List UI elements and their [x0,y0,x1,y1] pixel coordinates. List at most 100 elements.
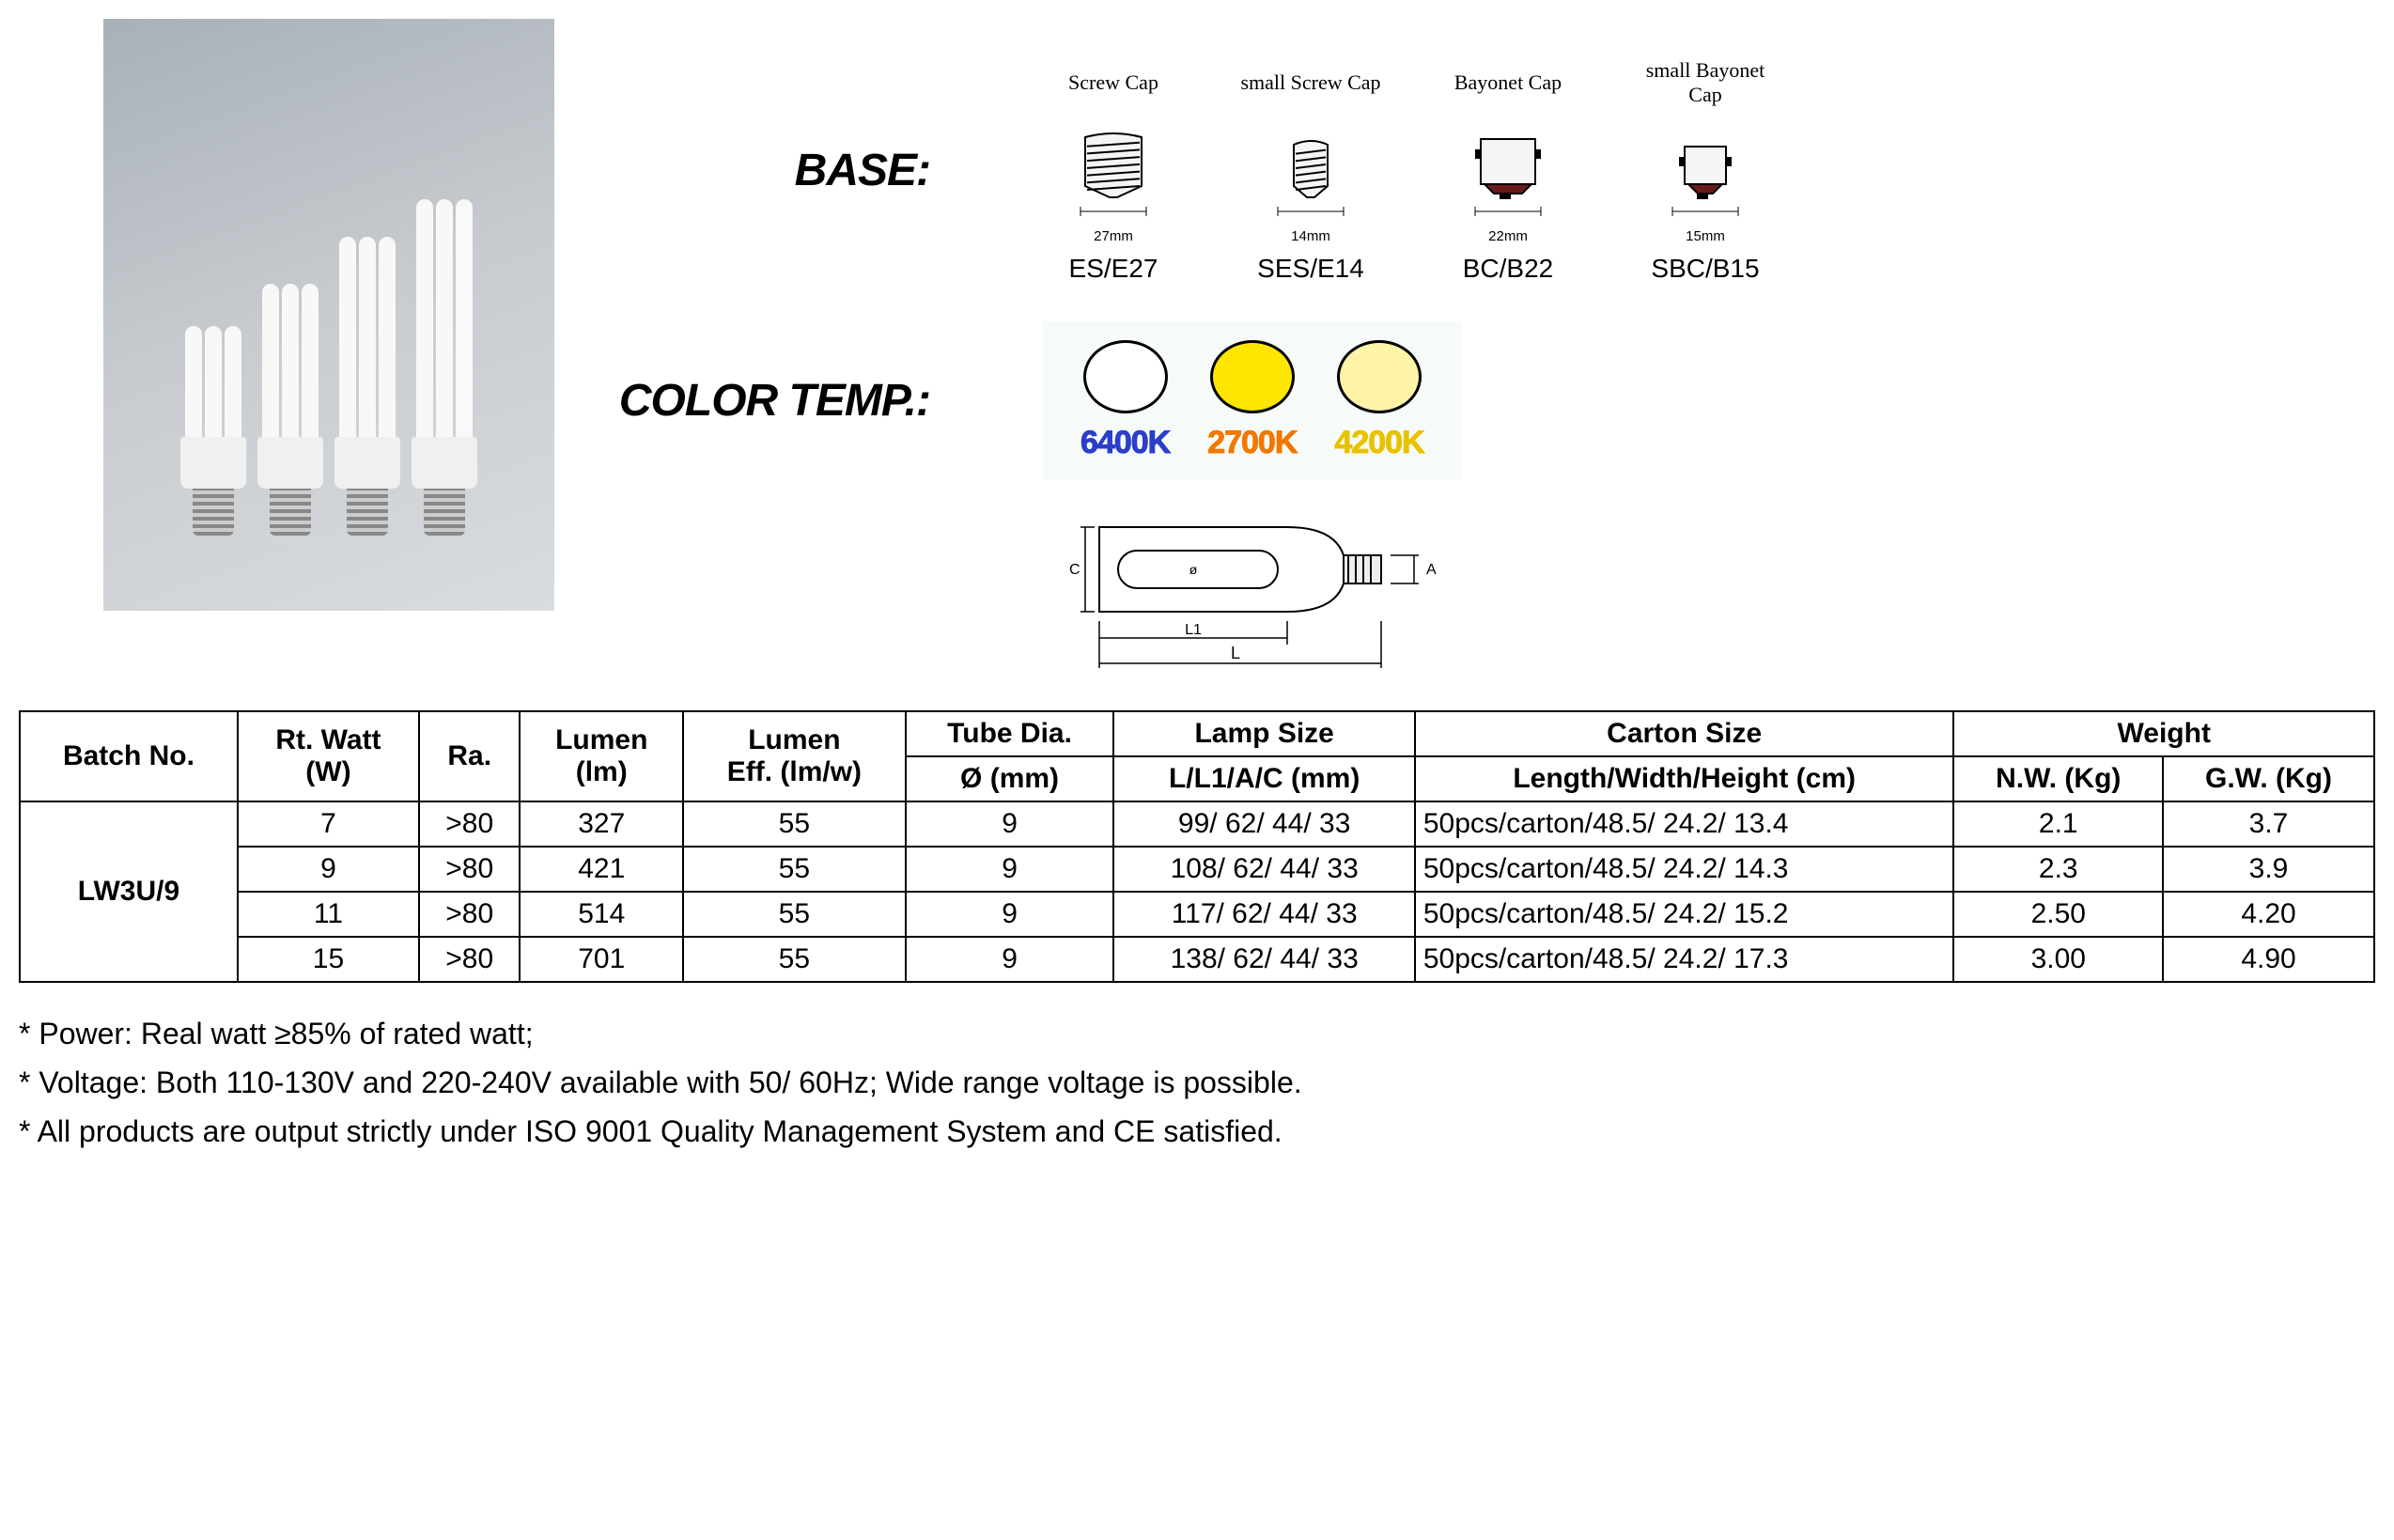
col-carton: Carton Size [1415,711,1954,756]
cell: 55 [683,847,906,892]
cell: 9 [906,847,1114,892]
col-watt: Rt. Watt(W) [238,711,419,801]
cell: 9 [906,937,1114,982]
dim-dia: ø [1189,562,1198,577]
cell: 50pcs/carton/48.5/ 24.2/ 14.3 [1415,847,1954,892]
notes: * Power: Real watt ≥85% of rated watt;* … [19,1011,2375,1154]
dim-a: A [1426,562,1437,578]
cell: >80 [419,892,520,937]
base-dim: 27mm [1094,228,1133,244]
cell: >80 [419,937,520,982]
cell: 3.00 [1953,937,2163,982]
note-line: * Voltage: Both 110-130V and 220-240V av… [19,1060,2375,1105]
colortemp-item: 4200K [1334,340,1423,461]
cell: 117/ 62/ 44/ 33 [1113,892,1414,937]
note-line: * Power: Real watt ≥85% of rated watt; [19,1011,2375,1056]
col-carton-sub: Length/Width/Height (cm) [1415,756,1954,801]
col-lampsize-sub: L/L1/A/C (mm) [1113,756,1414,801]
colortemp-value: 6400K [1080,425,1170,461]
base-cap-label: small Screw Cap [1240,56,1380,109]
note-line: * All products are output strictly under… [19,1109,2375,1154]
cell: 701 [520,937,683,982]
base-item: small Bayonet Cap 15mm SBC/B15 [1635,56,1776,284]
cell: 4.20 [2163,892,2374,937]
cell: 138/ 62/ 44/ 33 [1113,937,1414,982]
batch-cell: LW3U/9 [20,801,238,982]
cell: 2.1 [1953,801,2163,847]
cell: 9 [906,892,1114,937]
lamp-dimension-svg: L L1 A C ø [1062,518,1456,677]
base-item: Bayonet Cap 22mm BC/B22 [1438,56,1578,284]
base-code: SES/E14 [1257,254,1364,284]
product-photo [103,19,554,611]
cfl-bulb [412,199,477,536]
base-items: Screw Cap 27mm ES/E27 small Screw Cap 14mm… [1043,56,1776,284]
colortemp-label: COLOR TEMP.: [592,375,930,427]
table-row: 9>80421559108/ 62/ 44/ 3350pcs/carton/48… [20,847,2374,892]
cell: 11 [238,892,419,937]
cell: 514 [520,892,683,937]
cell: 3.9 [2163,847,2374,892]
dim-c: C [1069,562,1080,578]
cell: 55 [683,892,906,937]
cell: 50pcs/carton/48.5/ 24.2/ 13.4 [1415,801,1954,847]
base-item: Screw Cap 27mm ES/E27 [1043,56,1184,284]
cell: 9 [238,847,419,892]
dim-l1: L1 [1185,622,1202,638]
dimension-drawing: L L1 A C ø [1062,518,2375,682]
colortemp-items: 6400K 2700K 4200K [1043,321,1462,480]
screw-cap-icon [1083,115,1143,199]
table-row: 11>80514559117/ 62/ 44/ 3350pcs/carton/4… [20,892,2374,937]
colortemp-swatch-icon [1083,340,1168,413]
base-item: small Screw Cap 14mm SES/E14 [1240,56,1381,284]
cell: >80 [419,847,520,892]
cell: 9 [906,801,1114,847]
col-weight: Weight [1953,711,2374,756]
base-cap-label: small Bayonet Cap [1635,56,1776,109]
base-dim: 15mm [1686,228,1725,244]
base-cap-label: Bayonet Cap [1454,56,1562,109]
cell: 50pcs/carton/48.5/ 24.2/ 17.3 [1415,937,1954,982]
bayonet-cap-icon [1475,115,1541,199]
base-dim: 14mm [1291,228,1330,244]
col-lampsize: Lamp Size [1113,711,1414,756]
cell: 4.90 [2163,937,2374,982]
cell: 2.50 [1953,892,2163,937]
col-tubedia-sub: Ø (mm) [906,756,1114,801]
right-info: BASE: Screw Cap 27mm ES/E27 small Screw Ca… [592,19,2375,682]
col-batch: Batch No. [20,711,238,801]
col-tubedia: Tube Dia. [906,711,1114,756]
cell: 3.7 [2163,801,2374,847]
base-code: BC/B22 [1463,254,1554,284]
cell: 50pcs/carton/48.5/ 24.2/ 15.2 [1415,892,1954,937]
base-code: ES/E27 [1069,254,1158,284]
col-lumen: Lumen(lm) [520,711,683,801]
dim-l: L [1231,644,1240,662]
screw-cap-icon [1292,115,1329,199]
colortemp-value: 2700K [1207,425,1297,461]
cell: 99/ 62/ 44/ 33 [1113,801,1414,847]
col-lumeneff: Lumen Eff. (lm/w) [683,711,906,801]
col-nw: N.W. (Kg) [1953,756,2163,801]
cell: 421 [520,847,683,892]
cell: 55 [683,937,906,982]
cfl-bulb [180,326,246,536]
base-cap-label: Screw Cap [1068,56,1158,109]
cfl-bulb [334,237,400,536]
colortemp-swatch-icon [1337,340,1422,413]
colortemp-item: 6400K [1080,340,1170,461]
table-row: LW3U/97>8032755999/ 62/ 44/ 3350pcs/cart… [20,801,2374,847]
base-code: SBC/B15 [1651,254,1759,284]
base-row: BASE: Screw Cap 27mm ES/E27 small Screw Ca… [592,56,2375,284]
cell: 108/ 62/ 44/ 33 [1113,847,1414,892]
cell: 7 [238,801,419,847]
top-section: BASE: Screw Cap 27mm ES/E27 small Screw Ca… [19,19,2375,682]
table-row: 15>80701559138/ 62/ 44/ 3350pcs/carton/4… [20,937,2374,982]
col-gw: G.W. (Kg) [2163,756,2374,801]
colortemp-row: COLOR TEMP.: 6400K 2700K 4200K [592,321,2375,480]
base-dim: 22mm [1488,228,1528,244]
cfl-bulb [257,284,323,536]
colortemp-swatch-icon [1210,340,1295,413]
cell: 55 [683,801,906,847]
base-label: BASE: [592,145,930,196]
